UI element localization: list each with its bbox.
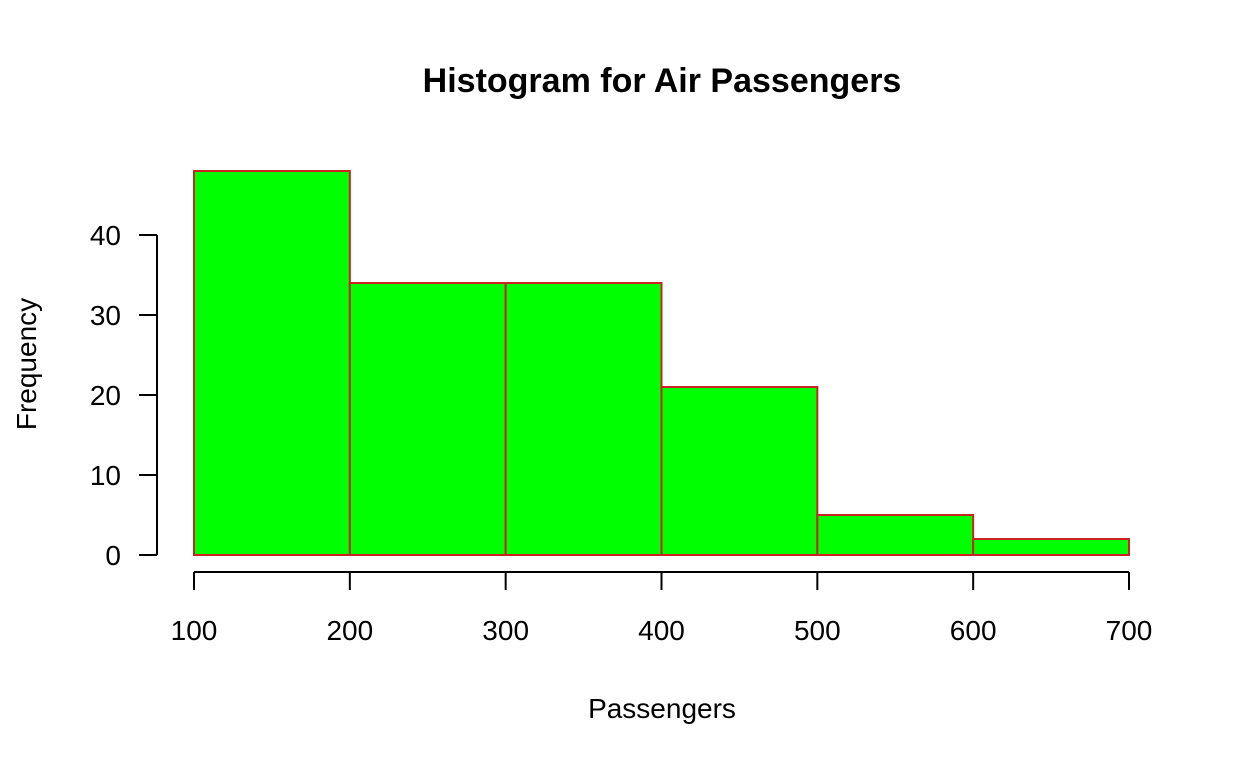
x-tick-label: 200 (326, 615, 373, 646)
histogram-bar-300-400 (504, 282, 663, 556)
y-tick-label: 40 (90, 220, 121, 251)
x-tick-label: 400 (638, 615, 685, 646)
x-tick-label: 100 (171, 615, 218, 646)
y-tick-label: 20 (90, 380, 121, 411)
histogram-bar-200-300 (348, 282, 507, 556)
x-axis: 100 200 300 400 500 600 700 (171, 571, 1153, 646)
y-tick-label: 10 (90, 460, 121, 491)
histogram-bar-600-700 (972, 538, 1131, 556)
x-tick-label: 600 (950, 615, 997, 646)
y-tick-label: 30 (90, 300, 121, 331)
y-tick-label: 0 (105, 540, 121, 571)
x-tick-label: 500 (794, 615, 841, 646)
y-axis-label: Frequency (11, 298, 42, 430)
x-axis-label: Passengers (588, 693, 736, 724)
x-tick-label: 300 (482, 615, 529, 646)
bars-group (193, 170, 1131, 556)
y-axis: 0 10 20 30 40 (90, 220, 158, 571)
chart-title: Histogram for Air Passengers (423, 62, 902, 100)
x-tick-label: 700 (1106, 615, 1153, 646)
histogram-bar-100-200 (193, 170, 351, 556)
histogram-bar-400-500 (660, 386, 819, 556)
histogram-bar-500-600 (816, 514, 975, 556)
